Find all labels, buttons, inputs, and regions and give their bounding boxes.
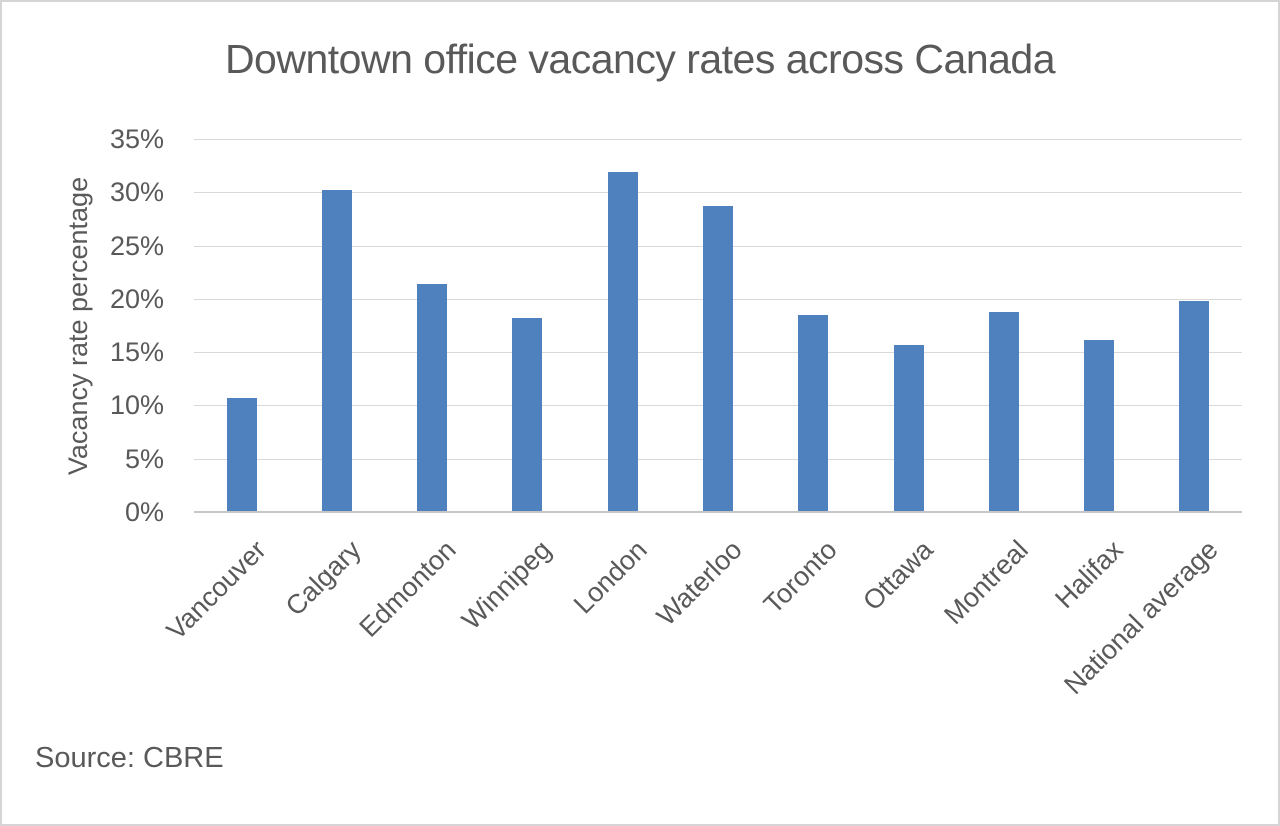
bar-toronto <box>798 315 828 512</box>
chart-title: Downtown office vacancy rates across Can… <box>224 36 1056 82</box>
bar-halifax <box>1084 340 1114 512</box>
bar-edmonton <box>417 284 447 512</box>
bar-winnipeg <box>512 318 542 512</box>
y-tick-label: 35% <box>109 124 164 154</box>
bar-waterloo <box>703 206 733 512</box>
y-tick-label: 15% <box>109 337 164 367</box>
x-axis-line <box>194 511 1242 513</box>
bar-calgary <box>322 190 352 512</box>
bar-london <box>608 172 638 512</box>
bar-ottawa <box>894 345 924 512</box>
y-tick-label: 20% <box>109 284 164 314</box>
gridline <box>194 139 1242 140</box>
source-note: Source: CBRE <box>35 742 224 774</box>
bar-national-average <box>1179 301 1209 512</box>
bar-montreal <box>989 312 1019 512</box>
gridline <box>194 192 1242 193</box>
y-tick-label: 30% <box>109 177 164 207</box>
y-tick-label: 0% <box>124 497 164 527</box>
bar-vancouver <box>227 398 257 512</box>
y-tick-label: 5% <box>124 444 164 474</box>
y-tick-label: 25% <box>109 231 164 261</box>
y-tick-label: 10% <box>109 390 164 420</box>
